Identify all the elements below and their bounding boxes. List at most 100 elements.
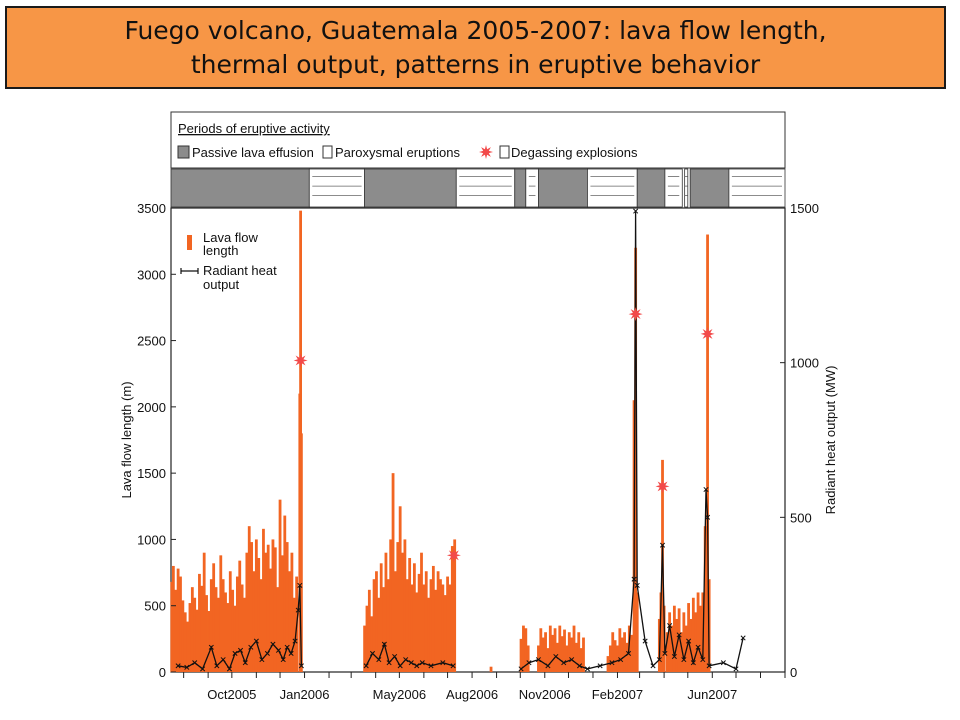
heat-point	[703, 486, 709, 493]
heat-point	[720, 660, 726, 666]
heat-point	[288, 650, 294, 656]
chart-title-line-1: Fuego volcano, Guatemala 2005-2007: lava…	[124, 15, 827, 45]
heat-point	[526, 660, 532, 666]
lava-bar	[682, 612, 686, 672]
heat-point	[656, 657, 662, 663]
x-tick-label: May2006	[373, 687, 426, 702]
y-axis-left-title: Lava flow length (m)	[119, 381, 134, 498]
period-passive	[538, 168, 588, 208]
lava-bar	[630, 634, 634, 672]
lava-bar	[427, 597, 431, 672]
y-axis-right: 0 500 1000 1500	[780, 201, 819, 680]
lava-bar	[252, 571, 256, 672]
lava-bar	[221, 579, 225, 672]
lava-bar	[429, 579, 433, 672]
heat-point	[414, 663, 420, 669]
lava-bar	[634, 247, 638, 672]
lava-bar	[181, 600, 185, 672]
lava-bar	[264, 552, 268, 672]
lava-bar	[706, 234, 709, 672]
lava-bar	[541, 637, 545, 672]
heat-point	[214, 663, 220, 669]
passive-swatch-icon	[177, 145, 190, 159]
heat-point	[192, 660, 198, 666]
lava-bar	[537, 645, 540, 672]
lava-bar	[431, 565, 435, 672]
lava-bar	[526, 645, 530, 672]
periods-legend-heading: Periods of eruptive activity	[178, 121, 330, 136]
lava-bar	[262, 528, 265, 672]
y-tick-label: 1500	[137, 466, 166, 481]
heat-point	[284, 644, 290, 650]
lava-bar	[689, 618, 693, 672]
lava-bar	[245, 552, 249, 672]
lava-bar	[434, 589, 438, 672]
heat-point	[553, 653, 559, 660]
y-tick-label: 3000	[137, 267, 166, 282]
y2-tick-label: 1000	[790, 356, 819, 371]
lava-bar	[453, 539, 457, 672]
lava-bar	[687, 603, 690, 672]
heat-point	[671, 653, 677, 660]
lava-bar	[616, 645, 619, 672]
heat-point	[184, 664, 190, 670]
series-legend: Lava flow length Radiant heat output	[180, 230, 277, 292]
heat-point	[609, 660, 615, 666]
lava-bar	[546, 648, 550, 672]
period-passive	[636, 168, 666, 208]
lava-bar	[558, 625, 562, 672]
heat-line-segment	[177, 585, 303, 671]
heat-point	[706, 663, 712, 669]
lava-bar	[620, 637, 624, 672]
lava-bar	[613, 640, 617, 672]
heat-point	[650, 663, 656, 669]
lava-bar	[420, 552, 423, 672]
lava-bar	[439, 579, 442, 672]
lava-bar	[386, 579, 390, 672]
paroxysmal-star	[628, 307, 643, 322]
period-degassing	[587, 168, 638, 208]
heat-point	[208, 644, 214, 650]
lava-bar	[563, 629, 566, 672]
paroxysmal-star	[293, 353, 308, 368]
heat-point	[518, 666, 524, 672]
lava-bar	[288, 571, 291, 672]
heat-point	[569, 657, 575, 663]
heat-point	[561, 660, 567, 666]
lava-bar	[522, 625, 525, 672]
lava-bar	[424, 571, 428, 672]
lava-bar	[519, 638, 523, 672]
heat-point	[280, 657, 286, 663]
heat-point	[242, 660, 248, 666]
lava-bar	[259, 579, 263, 672]
x-tick-label: Jan2006	[280, 687, 330, 702]
y-tick-label: 0	[159, 665, 166, 680]
heat-point	[270, 641, 276, 647]
heat-point	[295, 607, 301, 613]
y-tick-label: 3500	[137, 201, 166, 216]
y-tick-label: 2000	[137, 400, 166, 415]
lava-bar	[228, 571, 232, 672]
heat-point	[381, 641, 387, 647]
lava-bar	[214, 587, 218, 672]
lava-bar	[233, 605, 237, 672]
lava-bar	[283, 515, 287, 672]
lava-bar	[570, 637, 574, 672]
lava-bar	[450, 546, 454, 672]
heat-point	[695, 644, 701, 650]
y-tick-label: 1000	[137, 532, 166, 547]
lava-bar	[171, 565, 175, 672]
lava-bar	[367, 589, 371, 672]
lava-bar	[276, 587, 280, 672]
heat-point	[681, 657, 687, 663]
radiant-heat-series	[175, 208, 746, 672]
lava-bar	[410, 584, 414, 672]
heat-legend-swatch-icon	[180, 268, 199, 274]
period-strip	[170, 168, 786, 208]
lava-bar	[412, 563, 416, 672]
heat-point	[397, 663, 403, 669]
lava-bar	[703, 526, 707, 672]
period-degassing	[308, 168, 366, 208]
lava-bar	[176, 568, 180, 672]
heat-point	[232, 650, 238, 656]
